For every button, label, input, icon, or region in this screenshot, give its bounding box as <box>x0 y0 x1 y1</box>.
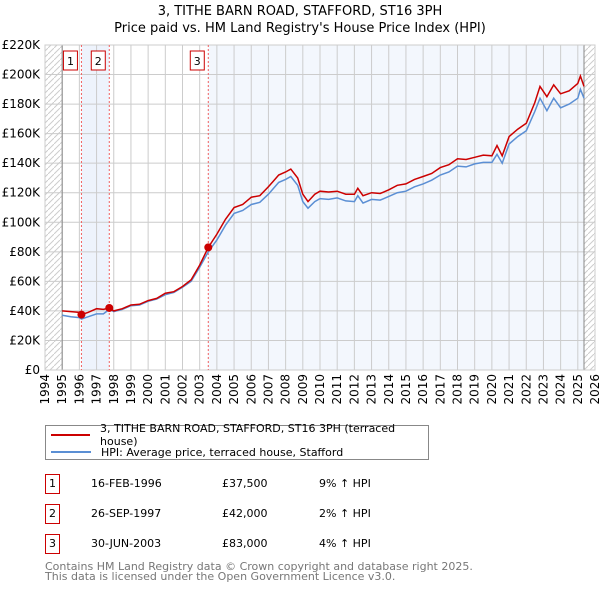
x-tick-label: 2000 <box>141 374 155 405</box>
sale-number: 1 <box>45 474 60 494</box>
x-tick-label: 2008 <box>279 374 293 405</box>
legend-item-hpi: HPI: Average price, terraced house, Staf… <box>51 444 343 460</box>
property-price-line <box>62 73 585 316</box>
x-tick-label: 2001 <box>158 374 172 405</box>
x-tick-label: 2012 <box>347 374 361 405</box>
sale-date: 16-FEB-1996 <box>91 477 162 490</box>
sale-label: 3 <box>194 55 201 68</box>
x-tick-label: 2015 <box>399 374 413 405</box>
x-tick-label: 2020 <box>485 374 499 405</box>
x-tick-label: 2002 <box>176 374 190 405</box>
sale-price: £42,000 <box>222 507 268 520</box>
legend-label: 3, TITHE BARN ROAD, STAFFORD, ST16 3PH (… <box>100 422 396 448</box>
x-tick-label: 1996 <box>72 374 86 405</box>
y-tick-label: £80K <box>9 245 41 259</box>
x-tick-label: 2022 <box>519 374 533 405</box>
sale-number: 2 <box>45 504 60 524</box>
sale-point <box>105 303 114 312</box>
x-tick-label: 2025 <box>571 374 585 405</box>
sale-date: 30-JUN-2003 <box>91 537 162 550</box>
sale-label-box <box>90 50 106 71</box>
plot-border <box>44 44 596 371</box>
x-tick-label: 2004 <box>210 374 224 405</box>
x-tick-label: 2017 <box>433 374 447 405</box>
x-tick-label: 2021 <box>502 374 516 405</box>
footer-copyright: Contains HM Land Registry data © Crown c… <box>45 560 473 573</box>
x-tick-label: 1997 <box>90 374 104 405</box>
x-tick-label: 2018 <box>451 374 465 405</box>
x-tick-label: 2019 <box>468 374 482 405</box>
chart-title: 3, TITHE BARN ROAD, STAFFORD, ST16 3PH <box>157 4 443 19</box>
legend-swatch-blue <box>51 451 91 453</box>
x-tick-label: 2007 <box>261 374 275 405</box>
sale-price: £83,000 <box>222 537 268 550</box>
y-tick-label: £20K <box>9 333 41 347</box>
x-tick-label: 1994 <box>38 374 52 405</box>
x-tick-label: 1995 <box>55 374 69 405</box>
legend-label: HPI: Average price, terraced house, Staf… <box>101 445 344 459</box>
sale-date: 26-SEP-1997 <box>91 507 162 520</box>
legend-swatch-red <box>51 434 91 436</box>
sale-label: 2 <box>95 55 102 68</box>
y-tick-label: £120K <box>2 186 42 200</box>
sale-price: £37,500 <box>222 477 268 490</box>
y-tick-label: £40K <box>9 304 41 318</box>
x-tick-label: 2011 <box>330 374 344 405</box>
x-tick-label: 1998 <box>107 374 121 405</box>
x-tick-label: 2023 <box>536 374 550 405</box>
legend: 3, TITHE BARN ROAD, STAFFORD, ST16 3PH (… <box>45 422 429 460</box>
x-tick-label: 2026 <box>588 374 600 405</box>
hatched-region-before <box>45 45 63 370</box>
x-tick-label: 2005 <box>227 374 241 405</box>
sale-hpi: 4% ↑ HPI <box>319 537 371 550</box>
x-tick-label: 2013 <box>365 374 379 405</box>
sale-label: 1 <box>67 55 74 68</box>
sale-label-box <box>62 50 78 71</box>
shaded-region <box>81 45 110 370</box>
sale-point <box>204 243 213 252</box>
sale-hpi: 9% ↑ HPI <box>319 477 371 490</box>
y-tick-label: £100K <box>2 215 42 229</box>
x-tick-label: 1999 <box>124 374 138 405</box>
sale-number: 3 <box>45 534 60 554</box>
sale-hpi: 2% ↑ HPI <box>319 507 371 520</box>
x-tick-label: 2006 <box>244 374 258 405</box>
x-tick-label: 2016 <box>416 374 430 405</box>
hatched-region-after <box>584 45 595 370</box>
y-tick-label: £140K <box>2 156 42 170</box>
y-tick-label: £200K <box>2 68 42 82</box>
y-tick-label: £180K <box>2 97 42 111</box>
x-tick-label: 2010 <box>313 374 327 405</box>
sale-point <box>77 310 86 319</box>
chart-subtitle: Price paid vs. HM Land Registry's House … <box>114 21 486 36</box>
y-tick-label: £0 <box>25 363 40 377</box>
sale-label-box <box>189 50 205 71</box>
shaded-region <box>208 45 584 370</box>
price-chart: 1994 1995 1996 1997 1998 1999 2000 2001 2002 2003… <box>2 38 600 405</box>
x-tick-label: 2024 <box>554 374 568 405</box>
x-tick-label: 2014 <box>382 374 396 405</box>
y-tick-label: £60K <box>9 274 41 288</box>
y-tick-label: £220K <box>2 38 42 52</box>
x-tick-label: 2009 <box>296 374 310 405</box>
legend-item-property: 3, TITHE BARN ROAD, STAFFORD, ST16 3PH (… <box>51 422 428 448</box>
footer-licence: This data is licensed under the Open Gov… <box>45 570 396 583</box>
x-tick-label: 2003 <box>193 374 207 405</box>
y-tick-label: £160K <box>2 127 42 141</box>
